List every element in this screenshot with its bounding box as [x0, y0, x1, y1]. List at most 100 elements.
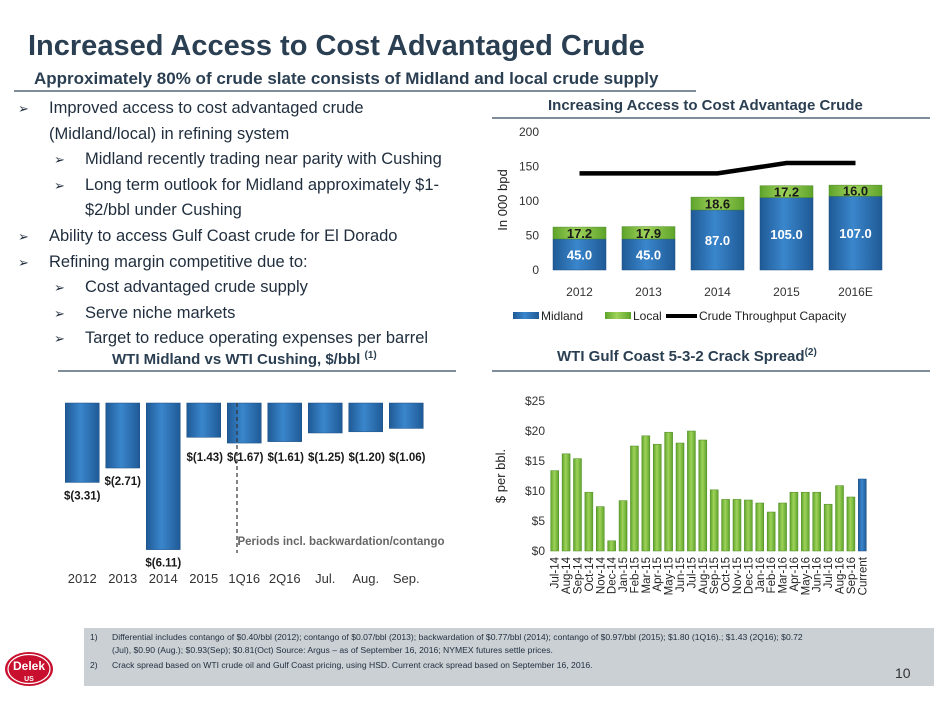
crack-spread-bar [744, 499, 753, 552]
bullet-list: ➢ Improved access to cost advantaged crud… [18, 96, 488, 352]
bullet-item: ➢ Target to reduce operating expenses per… [18, 326, 488, 352]
x-tick-label: Mar-15 [641, 557, 653, 593]
y-axis-label: $ per bbl. [493, 449, 508, 503]
crack-spread-bar [664, 431, 673, 552]
x-tick-label: May-15 [664, 557, 676, 595]
differential-value-label: $(1.43) [187, 452, 224, 464]
y-tick-label: 0 [532, 263, 539, 277]
bullet-text: Improved access to cost advantaged crude [49, 99, 364, 117]
crack-spread-bar [698, 439, 708, 552]
x-tick-label: Feb-15 [629, 557, 641, 593]
differential-bar [65, 402, 100, 483]
differential-bar [389, 402, 424, 429]
delek-logo: Delek US [4, 650, 54, 688]
legend-local-label: Local [633, 309, 662, 323]
crack-spread-bar [550, 470, 559, 552]
bullet-arrow-icon: ➢ [54, 152, 65, 168]
differential-value-label: $(6.11) [145, 558, 181, 570]
x-tick-label: Jul-15 [686, 557, 698, 588]
bullet-arrow-icon: ➢ [18, 254, 29, 270]
legend-midland-swatch [513, 312, 539, 319]
differential-bar [227, 402, 262, 444]
delek-logo-mark: Delek US [5, 652, 53, 686]
bullet-item: ➢ Refining margin competitive due to: [18, 250, 488, 276]
bullet-item: (Midland/local) in refining system [18, 122, 488, 148]
crack-spread-bar [709, 489, 719, 552]
midland-value-label: 45.0 [567, 247, 592, 262]
y-tick-label: 150 [519, 160, 539, 174]
crack-spread-bar [607, 540, 616, 552]
svg-text:Delek: Delek [13, 659, 45, 673]
midland-bar [828, 195, 883, 271]
x-tick-label: Dec-15 [743, 557, 755, 594]
bullet-item: ➢ Long term outlook for Midland approxima… [18, 173, 488, 199]
midland-value-label: 107.0 [839, 226, 872, 241]
crack-spread-bar [561, 453, 571, 552]
y-tick-label: $20 [525, 424, 545, 438]
differential-value-label: $(1.06) [389, 452, 426, 464]
bullet-item: ➢ Serve niche markets [18, 301, 488, 327]
crack-chart-rule [492, 370, 930, 372]
legend-capacity-label: Crude Throughput Capacity [699, 309, 846, 323]
x-tick-label: 2016E [838, 285, 873, 299]
footnote-box [84, 628, 934, 686]
crack-spread-bar [732, 499, 742, 552]
midland-chart-title-sup: (1) [364, 350, 377, 361]
crack-chart-title-sup: (2) [804, 347, 817, 358]
title-divider [14, 90, 696, 92]
differential-value-label: $(2.71) [105, 476, 142, 488]
x-tick-label: Apr-16 [789, 557, 801, 592]
x-tick-label: 2015 [189, 571, 218, 586]
svg-text:US: US [24, 676, 34, 683]
x-tick-label: Jul-16 [823, 557, 835, 588]
bullet-text: Ability to access Gulf Coast crude for E… [49, 226, 398, 245]
crack-spread-bar [721, 499, 730, 552]
crack-spread-bar [789, 491, 799, 552]
legend-midland-label: Midland [541, 309, 583, 323]
local-bar [690, 196, 745, 211]
crack-spread-bar [687, 430, 696, 552]
y-tick-label: 50 [526, 229, 540, 243]
x-tick-label: Nov-15 [732, 557, 744, 594]
y-tick-label: 200 [519, 125, 539, 139]
bullet-item: ➢ Cost advantaged crude supply [18, 275, 488, 301]
footnote-line: Crack spread based on WTI crude oil and … [112, 660, 593, 670]
bullet-text: $2/bbl under Cushing [85, 201, 242, 220]
bullet-text: Target to reduce operating expenses per … [85, 329, 429, 348]
differential-bar [186, 402, 221, 438]
local-bar [828, 184, 883, 197]
x-tick-label: Sep-15 [709, 557, 721, 594]
bullet-text: Serve niche markets [85, 303, 236, 322]
bullet-text: (Midland/local) in refining system [49, 124, 290, 143]
local-value-label: 17.9 [636, 226, 661, 241]
x-tick-label: Sep-16 [846, 557, 858, 594]
x-tick-label: Aug-16 [835, 557, 847, 594]
differential-value-label: $(1.61) [268, 452, 305, 464]
bullet-arrow-icon: ➢ [18, 228, 29, 244]
y-tick-label: $5 [532, 514, 546, 528]
footnote-number: 1) [90, 632, 98, 642]
x-tick-label: Dec-14 [607, 556, 619, 594]
y-tick-label: $15 [525, 454, 545, 468]
y-tick-label: $25 [525, 394, 545, 408]
differential-value-label: $(3.31) [64, 490, 101, 502]
x-tick-label: Jul. [315, 571, 335, 586]
x-tick-label: 2013 [635, 285, 662, 299]
local-value-label: 16.0 [843, 184, 868, 199]
crack-spread-bar [778, 502, 787, 552]
page-title: Increased Access to Cost Advantaged Crud… [28, 30, 645, 62]
bullet-item: $2/bbl under Cushing [18, 198, 488, 224]
y-axis-label: In 000 bpd [495, 169, 510, 230]
bullet-arrow-icon: ➢ [18, 101, 29, 116]
bullet-text: Refining margin competitive due to: [49, 252, 308, 271]
x-tick-label: Oct-15 [721, 557, 733, 592]
differential-bar [146, 402, 181, 550]
x-tick-label: Jun-16 [812, 557, 824, 592]
local-value-label: 18.6 [705, 197, 730, 212]
footnote-number: 2) [90, 660, 98, 670]
bullet-text: Cost advantaged crude supply [85, 278, 308, 297]
period-annotation: Periods incl. backwardation/contango [237, 536, 444, 548]
x-tick-label: Current [857, 556, 869, 595]
crack-spread-bar [652, 443, 662, 552]
x-tick-label: Sep. [393, 571, 420, 586]
